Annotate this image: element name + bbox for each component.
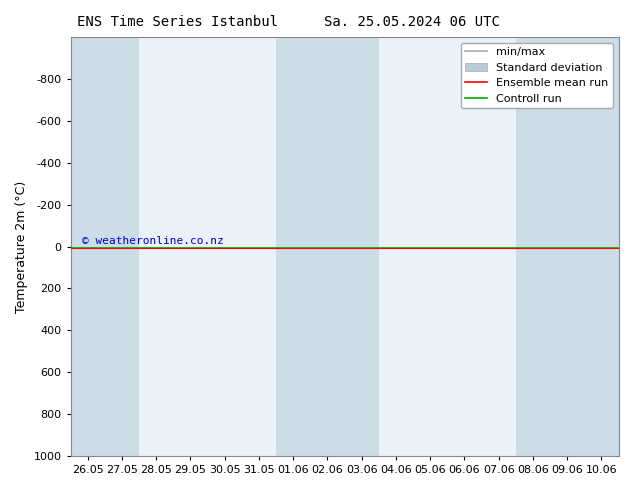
Y-axis label: Temperature 2m (°C): Temperature 2m (°C) bbox=[15, 180, 28, 313]
Bar bbox=[516, 37, 550, 456]
Bar bbox=[207, 37, 242, 456]
Text: ENS Time Series Istanbul: ENS Time Series Istanbul bbox=[77, 15, 278, 29]
Bar bbox=[448, 37, 482, 456]
Bar bbox=[585, 37, 619, 456]
Bar bbox=[310, 37, 344, 456]
Bar bbox=[70, 37, 105, 456]
Bar bbox=[378, 37, 413, 456]
Text: Sa. 25.05.2024 06 UTC: Sa. 25.05.2024 06 UTC bbox=[324, 15, 500, 29]
Bar bbox=[413, 37, 448, 456]
Bar bbox=[344, 37, 378, 456]
Text: © weatheronline.co.nz: © weatheronline.co.nz bbox=[82, 236, 223, 246]
Legend: min/max, Standard deviation, Ensemble mean run, Controll run: min/max, Standard deviation, Ensemble me… bbox=[461, 43, 613, 108]
Bar bbox=[550, 37, 585, 456]
Bar bbox=[173, 37, 207, 456]
Bar bbox=[482, 37, 516, 456]
Bar bbox=[242, 37, 276, 456]
Bar bbox=[276, 37, 310, 456]
Bar bbox=[105, 37, 139, 456]
Bar bbox=[139, 37, 173, 456]
